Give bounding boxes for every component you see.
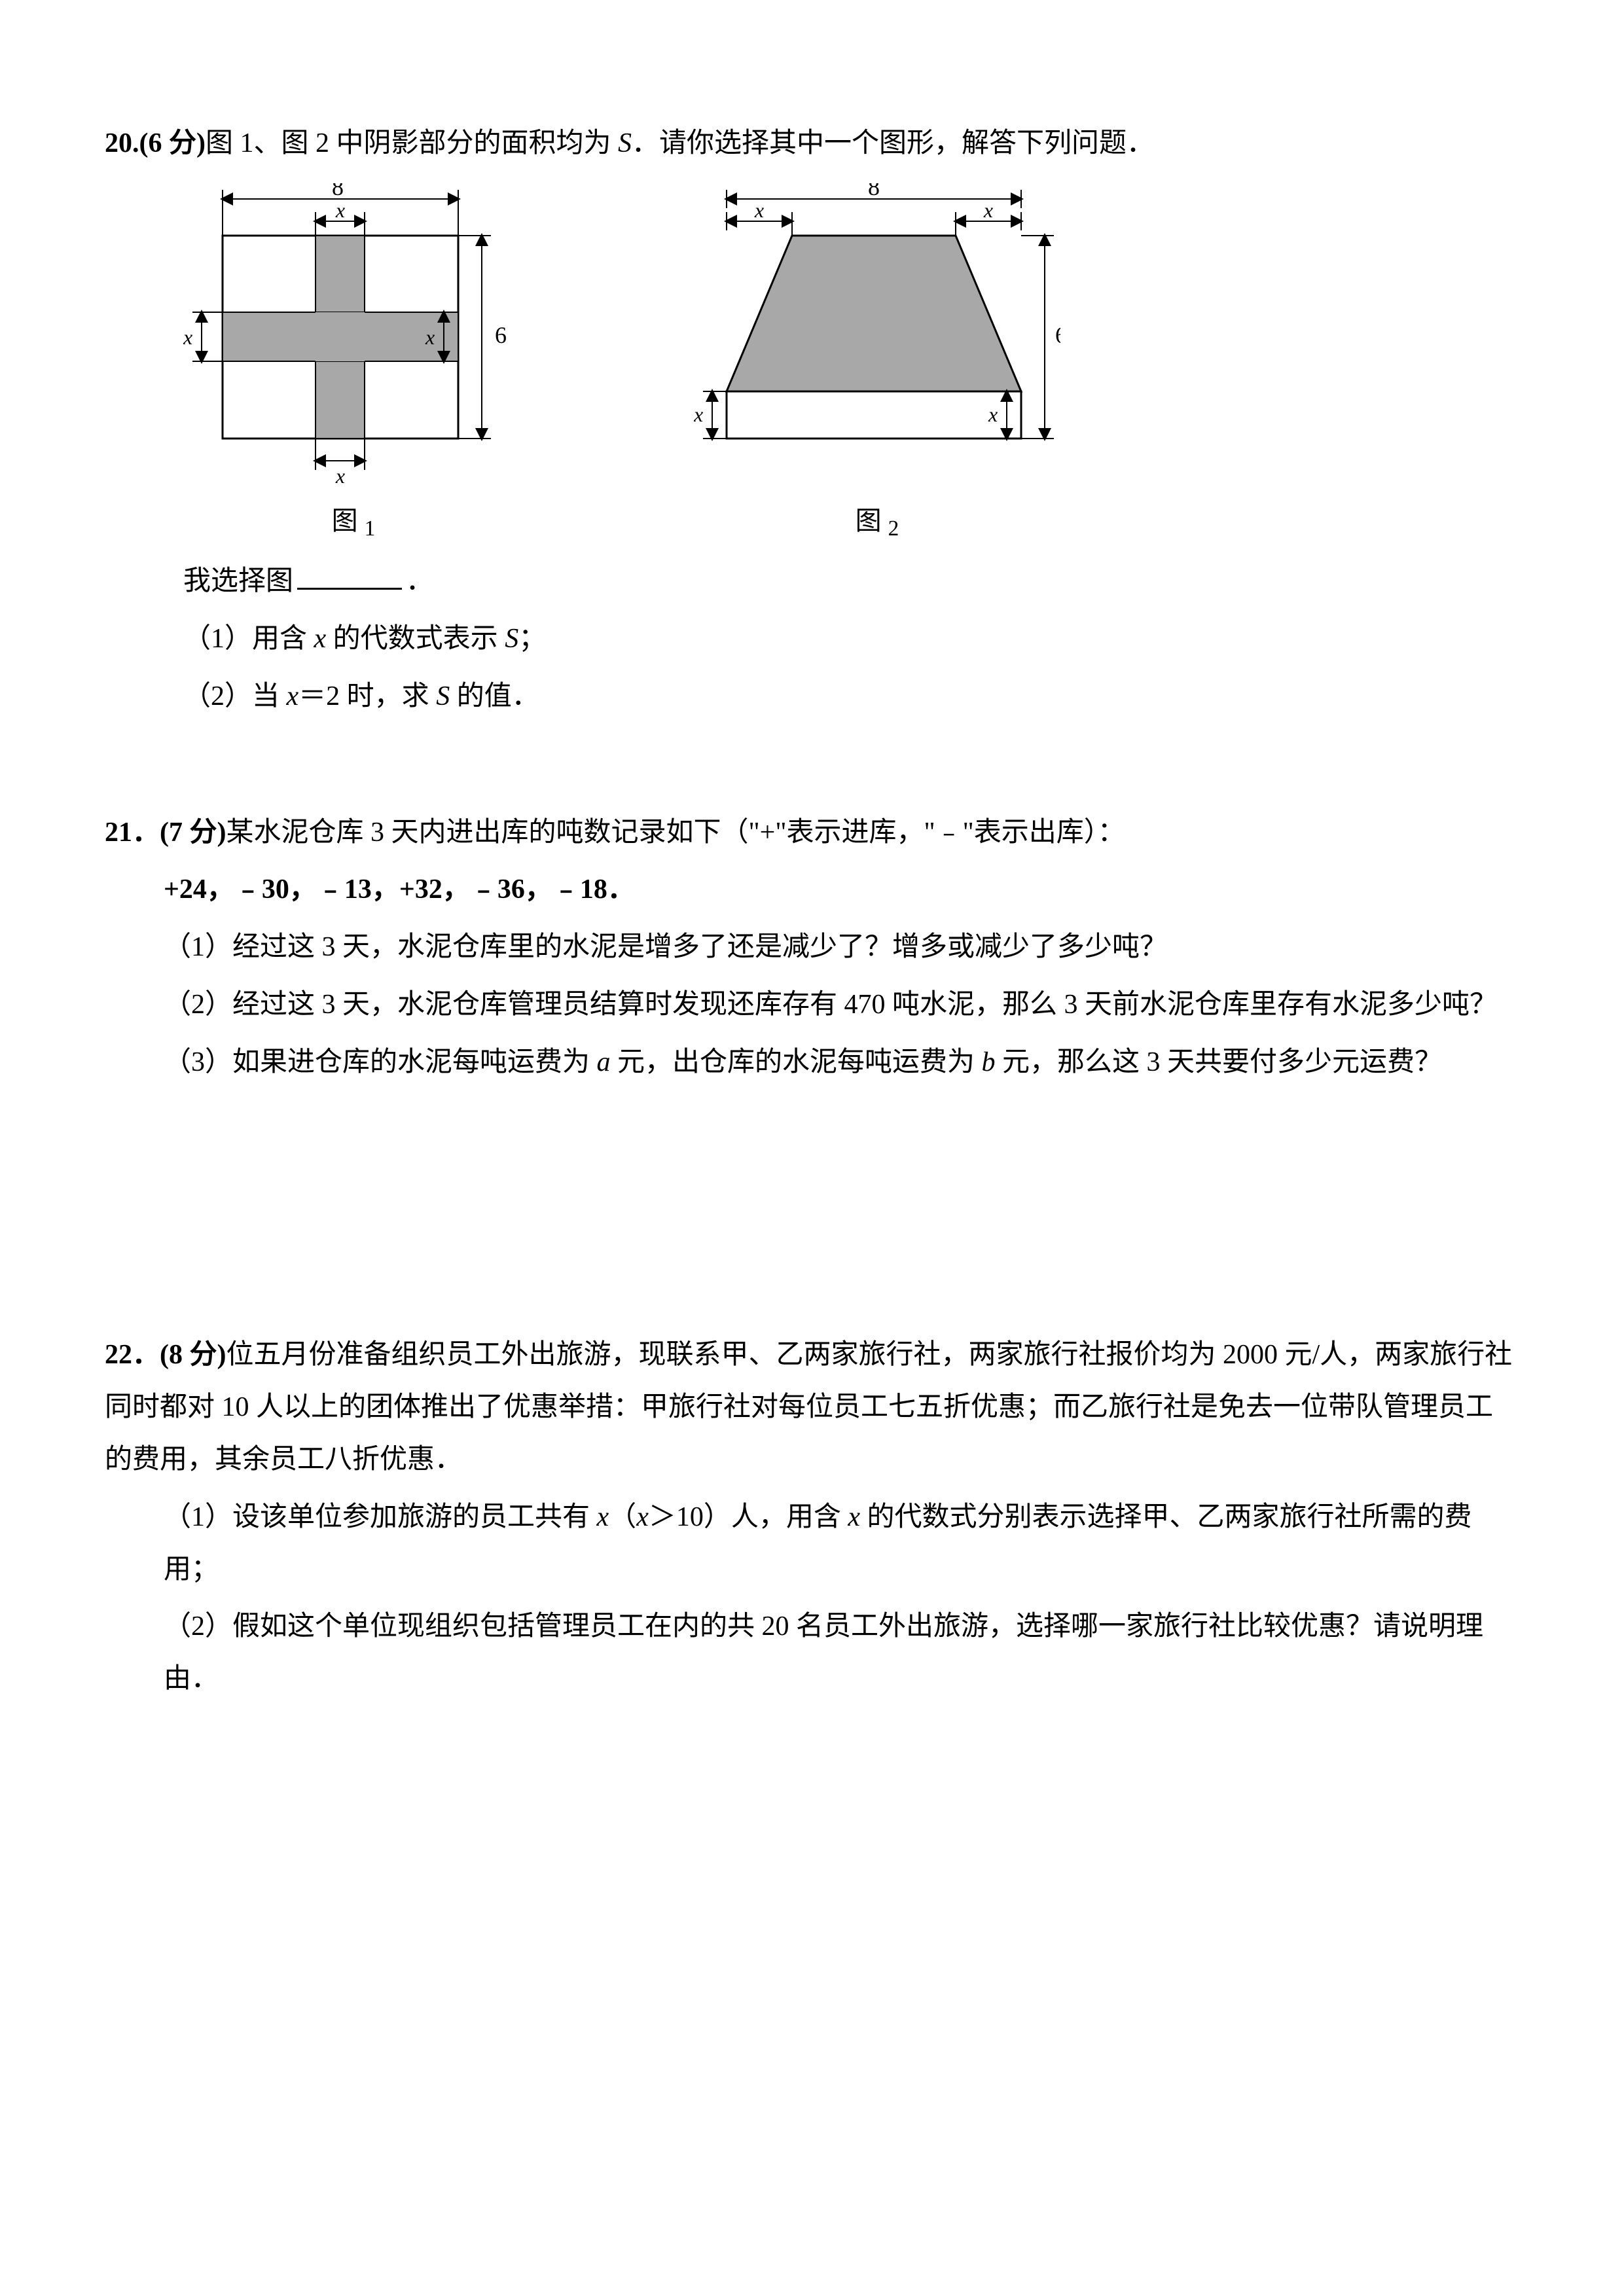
fig2-trapezoid xyxy=(727,236,1021,391)
q20-heading-a: 图 1、图 2 中阴影部分的面积均为 xyxy=(206,128,618,158)
fig1-label-sub: 1 xyxy=(365,516,376,541)
q20-p1-c: ； xyxy=(518,624,546,654)
q21-heading-text: 某水泥仓库 3 天内进出库的吨数记录如下（"+"表示进库，"﹣"表示出库）： xyxy=(226,817,1125,848)
q20-figures: 8 x 6 x x xyxy=(183,183,1519,549)
q20-p2-c: 的值． xyxy=(450,681,539,711)
q20-fig1-svg: 8 x 6 x x xyxy=(183,183,524,484)
q22-p1-x2: x xyxy=(636,1502,649,1532)
fig2-dim-8: 8 xyxy=(868,183,880,200)
q21-heading: 21．(7 分)某水泥仓库 3 天内进出库的吨数记录如下（"+"表示进库，"﹣"… xyxy=(105,807,1519,859)
q20-p2-S: S xyxy=(436,681,450,711)
fig2-dim-rightx: x xyxy=(988,403,998,426)
q20-heading-prefix: 20.(6 分) xyxy=(105,128,206,158)
fig2-label: 图 2 xyxy=(694,496,1060,549)
q20-choose-suffix: ． xyxy=(406,566,433,596)
q20-p1-b: 的代数式表示 xyxy=(326,624,505,654)
fig1-dim-6: 6 xyxy=(495,322,507,348)
q20-fig2-svg: 8 x x 6 x xyxy=(694,183,1060,484)
fig2-lower-rect xyxy=(727,391,1021,439)
q21-p3-b: 元，出仓库的水泥每吨运费为 xyxy=(611,1047,982,1077)
q20-heading: 20.(6 分)图 1、图 2 中阴影部分的面积均为 S．请你选择其中一个图形，… xyxy=(105,118,1519,170)
fig2-label-text: 图 xyxy=(856,506,882,535)
fig1-dim-rightx: x xyxy=(425,325,435,349)
fig2-dim-6: 6 xyxy=(1055,322,1060,348)
q21-part2: （2）经过这 3 天，水泥仓库管理员结算时发现还库存有 470 吨水泥，那么 3… xyxy=(105,979,1519,1031)
fig1-dim-leftx: x xyxy=(183,325,192,349)
q21-part3: （3）如果进仓库的水泥每吨运费为 a 元，出仓库的水泥每吨运费为 b 元，那么这… xyxy=(105,1037,1519,1089)
q20-fig1: 8 x 6 x x xyxy=(183,183,524,549)
q20-choose-blank[interactable] xyxy=(297,563,402,590)
fig2-dim-topxr: x xyxy=(983,198,993,222)
q20-p2-a: （2）当 xyxy=(183,681,287,711)
q20-heading-S: S xyxy=(618,128,632,158)
fig1-dim-topx: x xyxy=(335,198,345,222)
q22-p1-x: x xyxy=(597,1502,609,1532)
fig2-dim-topxl: x xyxy=(754,198,764,222)
q20-fig2: 8 x x 6 x xyxy=(694,183,1060,549)
fig1-dim-botx: x xyxy=(335,464,345,484)
q21-heading-prefix: 21．(7 分) xyxy=(105,817,226,848)
q20-p2-x: x xyxy=(287,681,299,711)
fig1-label: 图 1 xyxy=(183,496,524,549)
q22-p1-c: ＞10）人，用含 xyxy=(649,1502,848,1532)
q20-choose: 我选择图 ． xyxy=(105,556,1519,608)
q20-p2-b: ＝2 时，求 xyxy=(298,681,436,711)
q22-p1-b: （ xyxy=(609,1502,636,1532)
q20-p1-S: S xyxy=(505,624,518,654)
fig2-dim-leftx: x xyxy=(694,403,703,426)
q22-heading-prefix: 22．(8 分) xyxy=(105,1340,226,1370)
q21-part1: （1）经过这 3 天，水泥仓库里的水泥是增多了还是减少了？增多或减少了多少吨？ xyxy=(105,922,1519,974)
q22-part2: （2）假如这个单位现组织包括管理员工在内的共 20 名员工外出旅游，选择哪一家旅… xyxy=(105,1601,1519,1706)
q22-p1-a: （1）设该单位参加旅游的员工共有 xyxy=(164,1502,597,1532)
q22-heading: 22．(8 分)位五月份准备组织员工外出旅游，现联系甲、乙两家旅行社，两家旅行社… xyxy=(105,1329,1519,1486)
q21-p3-a: （3）如果进仓库的水泥每吨运费为 xyxy=(164,1047,597,1077)
fig1-label-text: 图 xyxy=(332,506,358,535)
q20-p1-x: x xyxy=(314,624,327,654)
q21-p3-c: 元，那么这 3 天共要付多少元运费？ xyxy=(996,1047,1443,1077)
fig1-cross-center xyxy=(316,312,365,361)
q20-p1-a: （1）用含 xyxy=(183,624,314,654)
q20-part1: （1）用含 x 的代数式表示 S； xyxy=(105,613,1519,666)
q21-data: +24，﹣30，﹣13，+32，﹣36，﹣18． xyxy=(105,864,1519,916)
q21-p3-avar: a xyxy=(597,1047,611,1077)
q20-choose-prefix: 我选择图 xyxy=(183,566,293,596)
q20-heading-b: ．请你选择其中一个图形，解答下列问题． xyxy=(632,128,1154,158)
q22-part1: （1）设该单位参加旅游的员工共有 x（x＞10）人，用含 x 的代数式分别表示选… xyxy=(105,1492,1519,1596)
fig2-label-sub: 2 xyxy=(888,516,899,541)
q21-p3-bvar: b xyxy=(982,1047,996,1077)
q22-p1-x3: x xyxy=(848,1502,860,1532)
q20-part2: （2）当 x＝2 时，求 S 的值． xyxy=(105,671,1519,723)
q22-heading-text: 位五月份准备组织员工外出旅游，现联系甲、乙两家旅行社，两家旅行社报价均为 200… xyxy=(105,1340,1512,1475)
